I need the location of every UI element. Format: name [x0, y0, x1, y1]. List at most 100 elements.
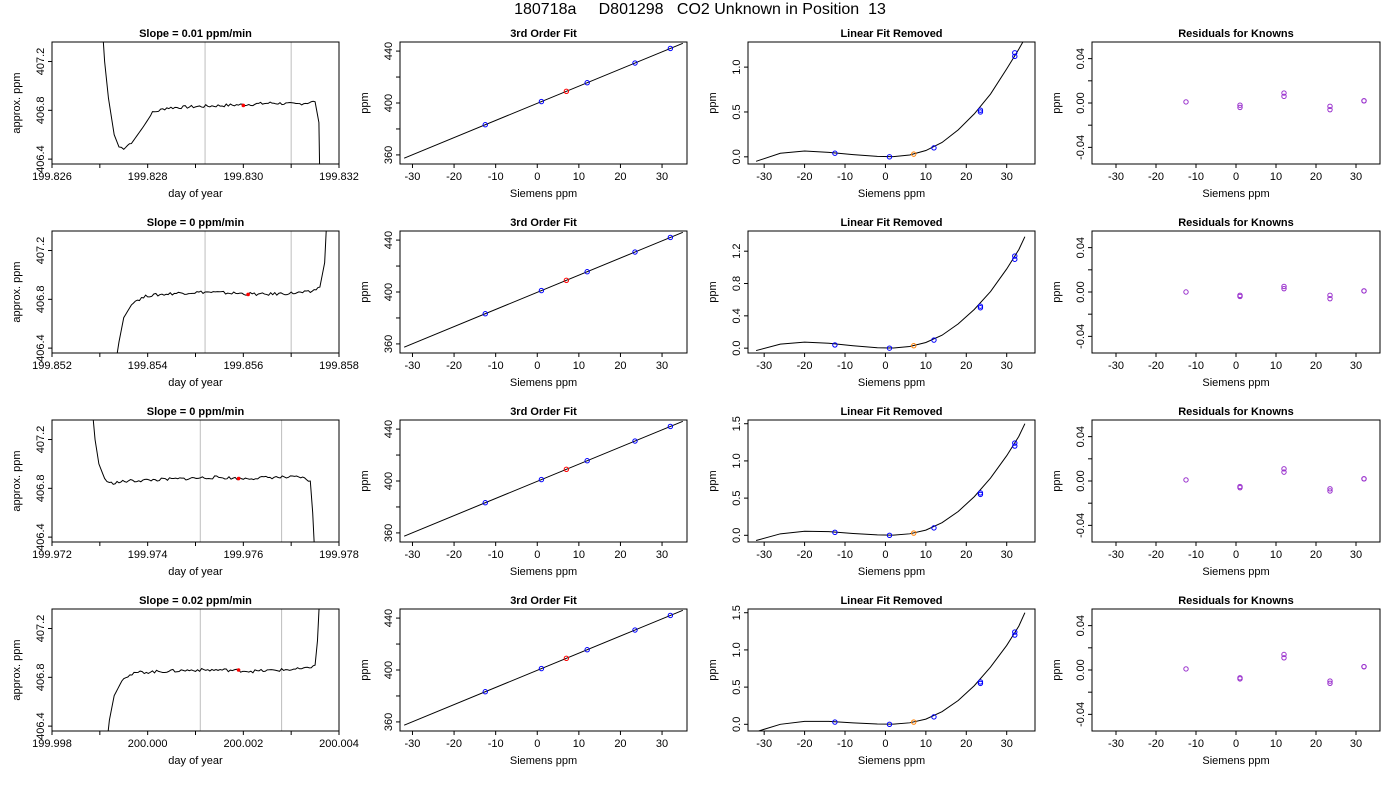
residual-point: [1327, 292, 1333, 299]
x-axis-label: day of year: [168, 755, 223, 767]
y-axis-label: ppm: [1051, 659, 1063, 680]
y-tick-label: 0.00: [1075, 92, 1087, 113]
y-tick-label: -0.04: [1075, 135, 1087, 160]
x-tick-label: 0: [882, 549, 888, 561]
x-tick-label: 20: [960, 549, 972, 561]
series-line: [116, 231, 327, 353]
residual-point: [1327, 103, 1333, 110]
residual-point: [1361, 663, 1367, 670]
x-axis-label: day of year: [168, 377, 223, 389]
x-tick-label: 30: [1001, 738, 1013, 750]
fit-curve: [756, 612, 1026, 731]
x-tick-label: -10: [1188, 360, 1204, 372]
y-tick-label: 360: [383, 713, 395, 731]
fit-curve: [755, 42, 1024, 162]
x-tick-label: -30: [1108, 738, 1124, 750]
y-tick-label: 0.4: [731, 308, 743, 323]
x-tick-label: 0: [534, 171, 540, 183]
known-point: [1012, 50, 1018, 56]
unknown-point: [563, 88, 570, 94]
y-tick-label: 406.4: [35, 523, 47, 551]
y-tick-label: 0.0: [731, 341, 743, 356]
x-tick-label: -10: [837, 171, 853, 183]
y-tick-label: 0.8: [731, 276, 743, 291]
x-tick-label: -20: [1148, 549, 1164, 561]
panel-title: 3rd Order Fit: [510, 595, 577, 607]
x-tick-label: 199.828: [128, 171, 168, 183]
known-point: [1012, 253, 1018, 259]
residual-point: [1237, 102, 1243, 108]
x-tick-label: -10: [488, 549, 504, 561]
residual-point: [1281, 90, 1287, 96]
x-tick-label: 0: [1233, 171, 1239, 183]
y-axis-label: ppm: [1051, 92, 1063, 113]
panel-title: Linear Fit Removed: [840, 406, 942, 418]
known-point: [931, 525, 937, 531]
known-point: [886, 345, 893, 351]
known-point: [667, 423, 674, 430]
x-axis-label: Siemens ppm: [1202, 377, 1269, 389]
x-tick-label: 199.854: [128, 360, 168, 372]
series-group: [756, 612, 1026, 731]
plot-frame: [1091, 608, 1381, 732]
x-tick-label: 20: [614, 738, 626, 750]
panel-title: Slope = 0 ppm/min: [147, 406, 245, 418]
residual-point: [1281, 283, 1287, 290]
known-point: [1012, 440, 1018, 446]
known-point: [482, 689, 488, 695]
series-group: [107, 609, 320, 731]
x-tick-label: 30: [656, 360, 668, 372]
y-tick-label: 407.2: [35, 237, 47, 265]
y-tick-label: 0.04: [1075, 426, 1087, 447]
residual-point: [1237, 104, 1243, 111]
plot-frame: [51, 608, 340, 732]
y-axis-label: approx. ppm: [11, 450, 23, 511]
y-tick-label: 406.8: [35, 664, 47, 692]
y-tick-label: 406.4: [35, 145, 47, 173]
unknown-marker: [246, 292, 250, 297]
x-axis-label: Siemens ppm: [858, 755, 925, 767]
y-axis-label: ppm: [707, 92, 719, 113]
residual-point: [1361, 288, 1367, 294]
residual-point: [1281, 651, 1287, 658]
y-tick-label: 1.0: [731, 59, 743, 74]
series-line: [92, 420, 315, 542]
y-tick-label: 407.2: [35, 48, 47, 76]
x-tick-label: 199.832: [319, 171, 359, 183]
known-point: [977, 679, 984, 685]
series-group: [116, 231, 327, 353]
known-point: [886, 532, 893, 539]
y-tick-label: 440: [383, 231, 395, 249]
x-tick-label: -20: [797, 360, 813, 372]
y-tick-label: 400: [383, 94, 395, 112]
x-tick-label: 30: [1350, 171, 1362, 183]
x-tick-label: 0: [534, 360, 540, 372]
plot-frame: [747, 419, 1036, 543]
x-tick-label: 199.972: [32, 549, 72, 561]
known-point: [1012, 53, 1018, 60]
y-tick-label: 1.2: [731, 244, 743, 259]
y-tick-label: -0.04: [1075, 513, 1087, 538]
x-tick-label: 10: [573, 171, 585, 183]
known-point: [482, 311, 488, 317]
x-tick-label: -20: [797, 549, 813, 561]
x-tick-label: -10: [488, 171, 504, 183]
panel-title: Residuals for Knowns: [1178, 406, 1294, 418]
x-axis-label: Siemens ppm: [510, 566, 577, 578]
x-tick-label: 10: [1270, 171, 1282, 183]
panel-title: 3rd Order Fit: [510, 28, 577, 40]
x-tick-label: 10: [573, 360, 585, 372]
x-tick-label: 0: [1233, 738, 1239, 750]
y-axis-label: ppm: [359, 92, 371, 113]
x-tick-label: -30: [756, 738, 772, 750]
residual-point: [1183, 289, 1189, 295]
x-tick-label: 20: [614, 360, 626, 372]
x-tick-label: 199.852: [32, 360, 72, 372]
unknown-point: [563, 466, 570, 472]
x-tick-label: 0: [1233, 549, 1239, 561]
panel-title: Residuals for Knowns: [1178, 595, 1294, 607]
known-point: [886, 721, 893, 728]
x-tick-label: 20: [614, 549, 626, 561]
known-point: [667, 45, 674, 52]
x-tick-label: -20: [1148, 738, 1164, 750]
